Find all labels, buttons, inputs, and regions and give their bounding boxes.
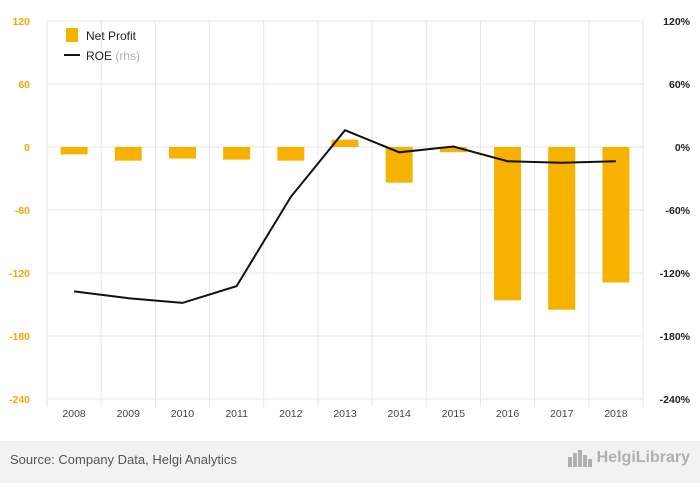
right-tick-label: 0% xyxy=(675,142,691,154)
bar-2011 xyxy=(223,147,251,160)
left-axis-ticks: 120 60 0 -60 -120 -180 -240 xyxy=(9,16,30,406)
left-tick-label: -120 xyxy=(9,268,30,280)
brand-name: HelgiLibrary xyxy=(596,449,690,466)
left-tick-label: 60 xyxy=(18,79,30,91)
left-tick-label: -60 xyxy=(15,205,30,217)
right-axis-ticks: 120% 60% 0% -60% -120% -180% -240% xyxy=(660,16,691,406)
chart-area: 120 60 0 -60 -120 -180 -240 120% 60% 0% -60% -120%… xyxy=(9,16,691,420)
x-tick-label: 2010 xyxy=(171,408,195,420)
legend-roe-label: ROE (rhs) xyxy=(86,49,140,63)
legend: Net Profit ROE (rhs) xyxy=(64,28,140,63)
bar-2009 xyxy=(114,147,142,161)
brand-logo[interactable]: HelgiLibrary xyxy=(567,449,690,467)
bar-2010 xyxy=(168,147,196,159)
grid-lines xyxy=(46,20,644,407)
bar-2017 xyxy=(548,147,576,310)
x-tick-label: 2018 xyxy=(604,408,628,420)
bar-2013 xyxy=(331,139,359,147)
right-tick-label: -240% xyxy=(660,394,691,406)
right-tick-label: 120% xyxy=(663,16,691,28)
bar-2016 xyxy=(494,147,522,301)
x-tick-label: 2011 xyxy=(225,408,248,420)
legend-net-profit-swatch xyxy=(66,28,78,42)
right-tick-label: -180% xyxy=(660,331,691,343)
roe-line xyxy=(73,128,616,304)
net-profit-bars xyxy=(60,139,630,310)
x-tick-label: 2016 xyxy=(496,408,520,420)
left-tick-label: 0 xyxy=(24,142,30,154)
bar-2012 xyxy=(277,147,305,161)
bar-2018 xyxy=(602,147,630,283)
bar-2015 xyxy=(439,147,467,153)
x-tick-label: 2015 xyxy=(442,408,466,420)
left-tick-label: -240 xyxy=(9,394,30,406)
x-axis-ticks: 2008 2009 2010 2011 2012 2013 2014 2015 2016 2017… xyxy=(62,408,627,420)
x-tick-label: 2009 xyxy=(117,408,141,420)
footer: Source: Company Data, Helgi Analytics He… xyxy=(0,441,700,483)
right-tick-label: -120% xyxy=(660,268,691,280)
x-tick-label: 2013 xyxy=(333,408,357,420)
x-tick-label: 2012 xyxy=(279,408,303,420)
x-tick-label: 2017 xyxy=(550,408,574,420)
bar-2008 xyxy=(60,147,88,155)
legend-net-profit-label: Net Profit xyxy=(86,29,137,43)
source-note: Source: Company Data, Helgi Analytics xyxy=(10,452,237,467)
left-tick-label: 120 xyxy=(12,16,30,28)
right-tick-label: -60% xyxy=(665,205,690,217)
left-tick-label: -180 xyxy=(9,331,30,343)
x-tick-label: 2014 xyxy=(388,408,412,420)
right-tick-label: 60% xyxy=(669,79,691,91)
city-skyline-icon xyxy=(567,450,592,467)
x-tick-label: 2008 xyxy=(62,408,86,420)
